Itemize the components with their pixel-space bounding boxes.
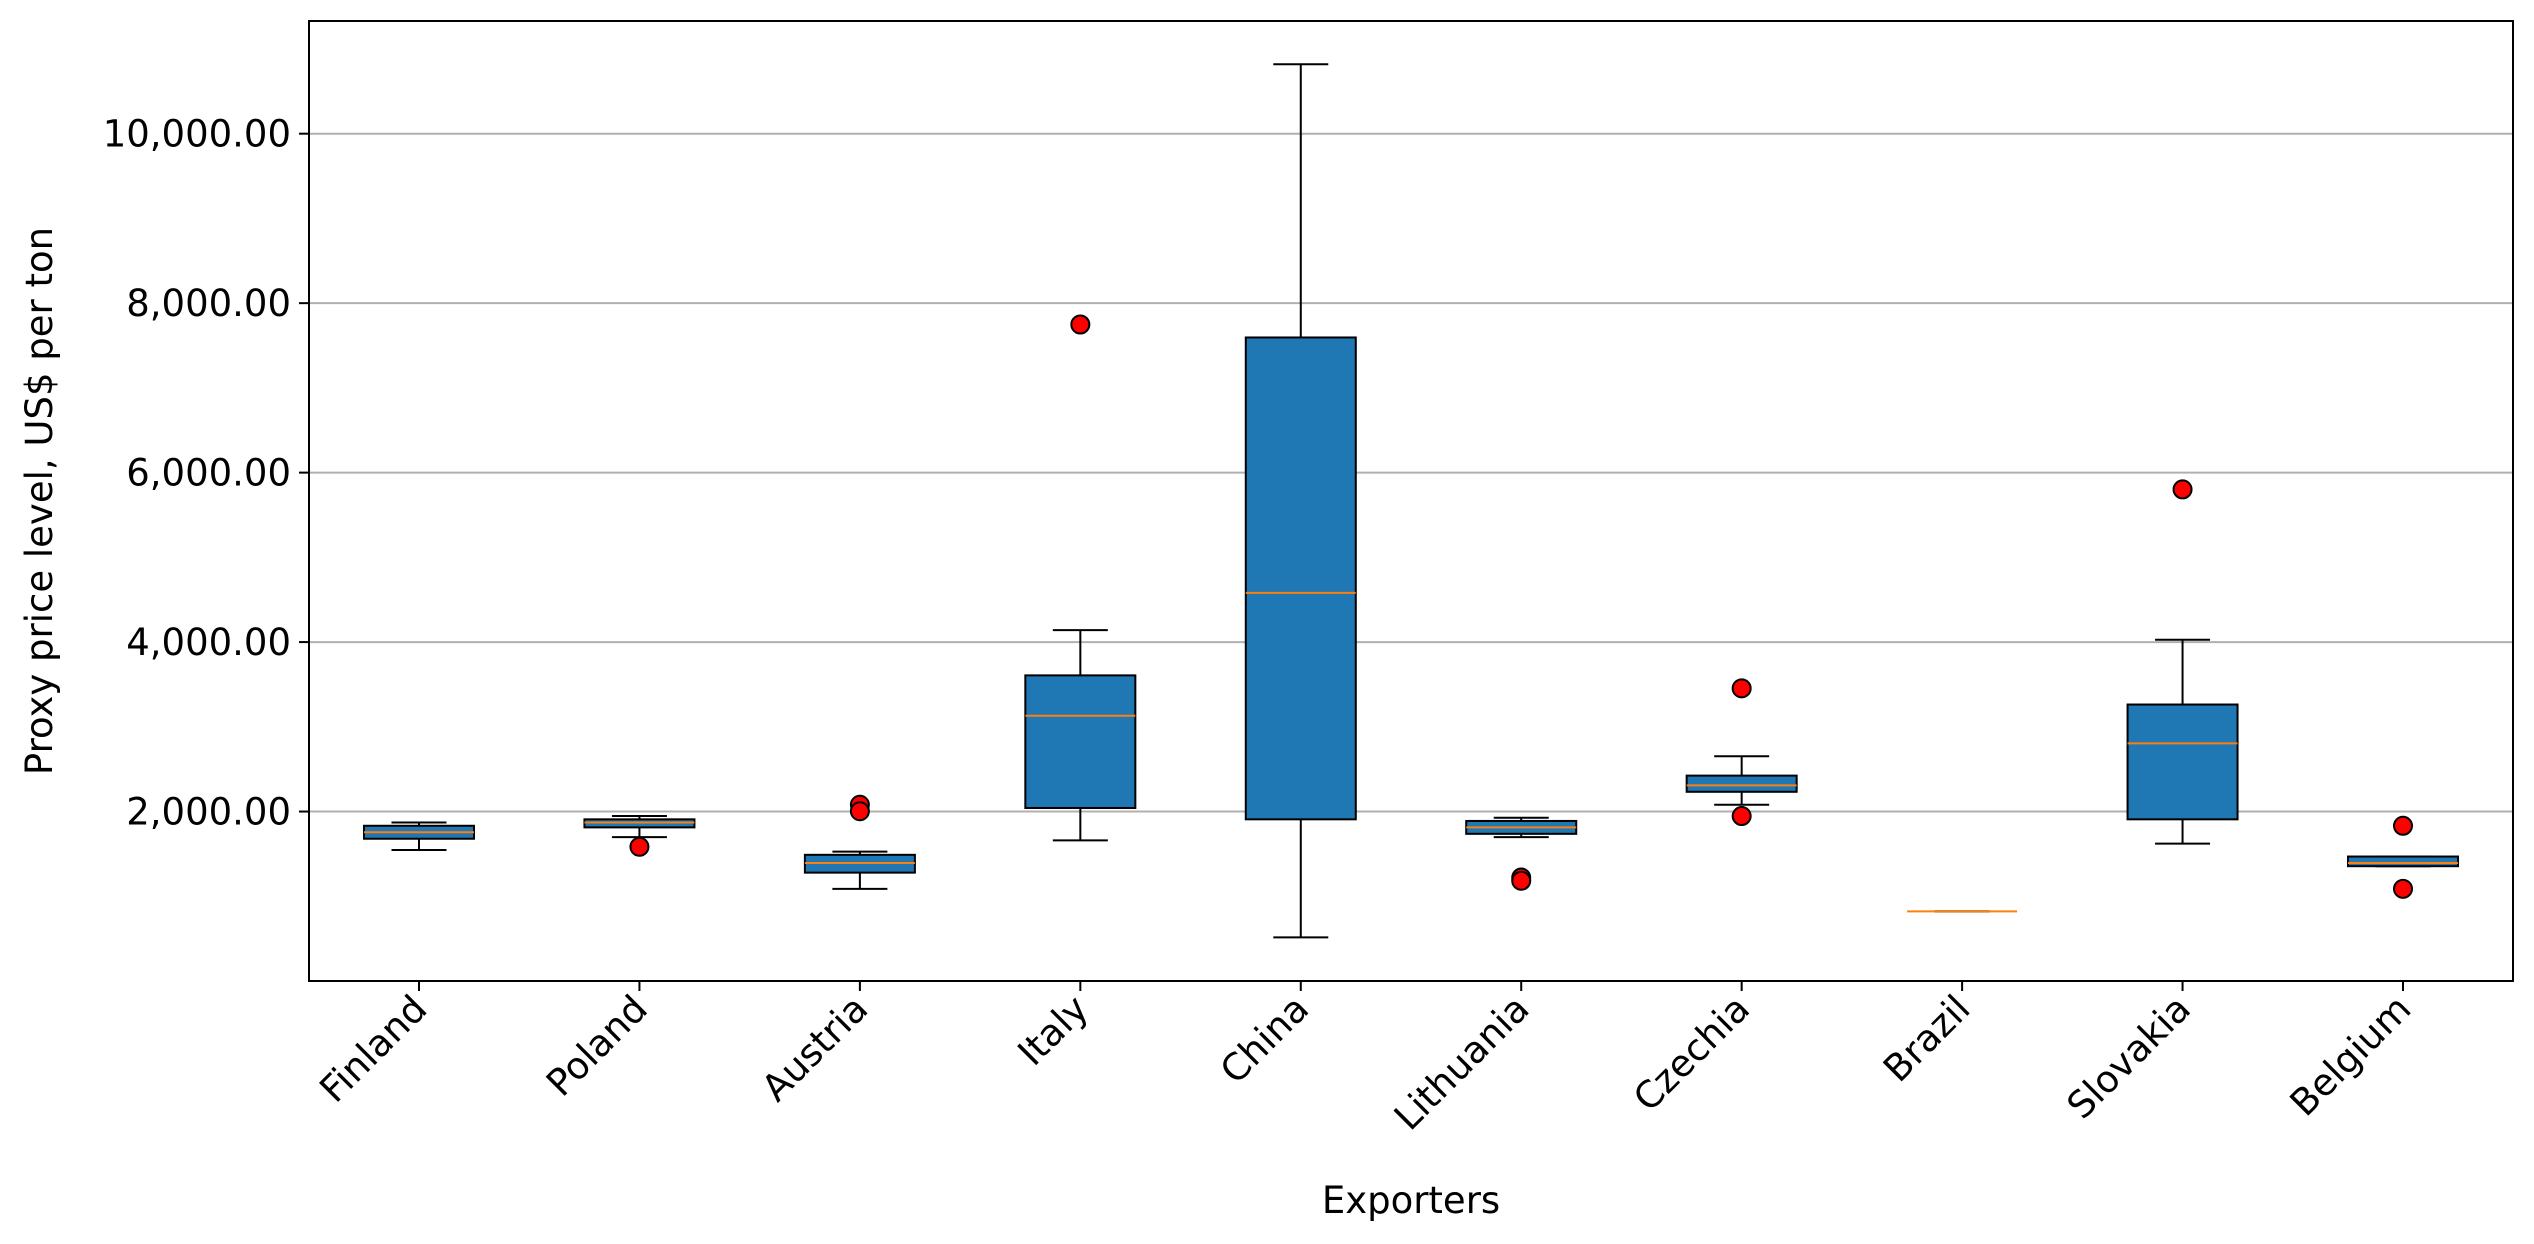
box — [1024, 674, 1137, 809]
box — [1244, 336, 1357, 821]
y-tick-label: 2,000.00 — [126, 791, 291, 834]
x-axis-label: Exporters — [1322, 1179, 1500, 1222]
x-tick-label: Slovakia — [2059, 987, 2199, 1127]
x-tick-label: Poland — [538, 987, 656, 1105]
x-tick-label: Finland — [311, 987, 435, 1111]
plot-frame — [308, 20, 2514, 982]
y-tick-label: 6,000.00 — [126, 452, 291, 495]
outlier — [1731, 678, 1752, 699]
box — [2126, 703, 2239, 821]
outlier — [629, 836, 650, 857]
x-tick-label: Czechia — [1625, 987, 1758, 1120]
x-tick-label: Brazil — [1875, 987, 1978, 1090]
x-tick-label: Belgium — [2282, 987, 2420, 1125]
outlier — [2393, 815, 2413, 836]
outlier — [2393, 878, 2413, 899]
x-tick-label: China — [1212, 987, 1317, 1092]
x-tick-label: Italy — [1010, 987, 1097, 1074]
outlier — [1511, 870, 1532, 891]
x-tick-label: Lithuania — [1386, 987, 1538, 1139]
outlier — [849, 801, 870, 822]
y-tick-label: 10,000.00 — [103, 113, 291, 156]
box — [1685, 774, 1798, 793]
x-tick-label: Austria — [753, 987, 876, 1110]
y-tick-label: 8,000.00 — [126, 282, 291, 325]
outlier — [1070, 314, 1091, 335]
outlier — [2172, 479, 2193, 500]
y-tick-label: 4,000.00 — [126, 621, 291, 664]
outlier — [1731, 806, 1752, 827]
box — [2347, 855, 2459, 868]
y-axis-label: Proxy price level, US$ per ton — [18, 227, 61, 775]
